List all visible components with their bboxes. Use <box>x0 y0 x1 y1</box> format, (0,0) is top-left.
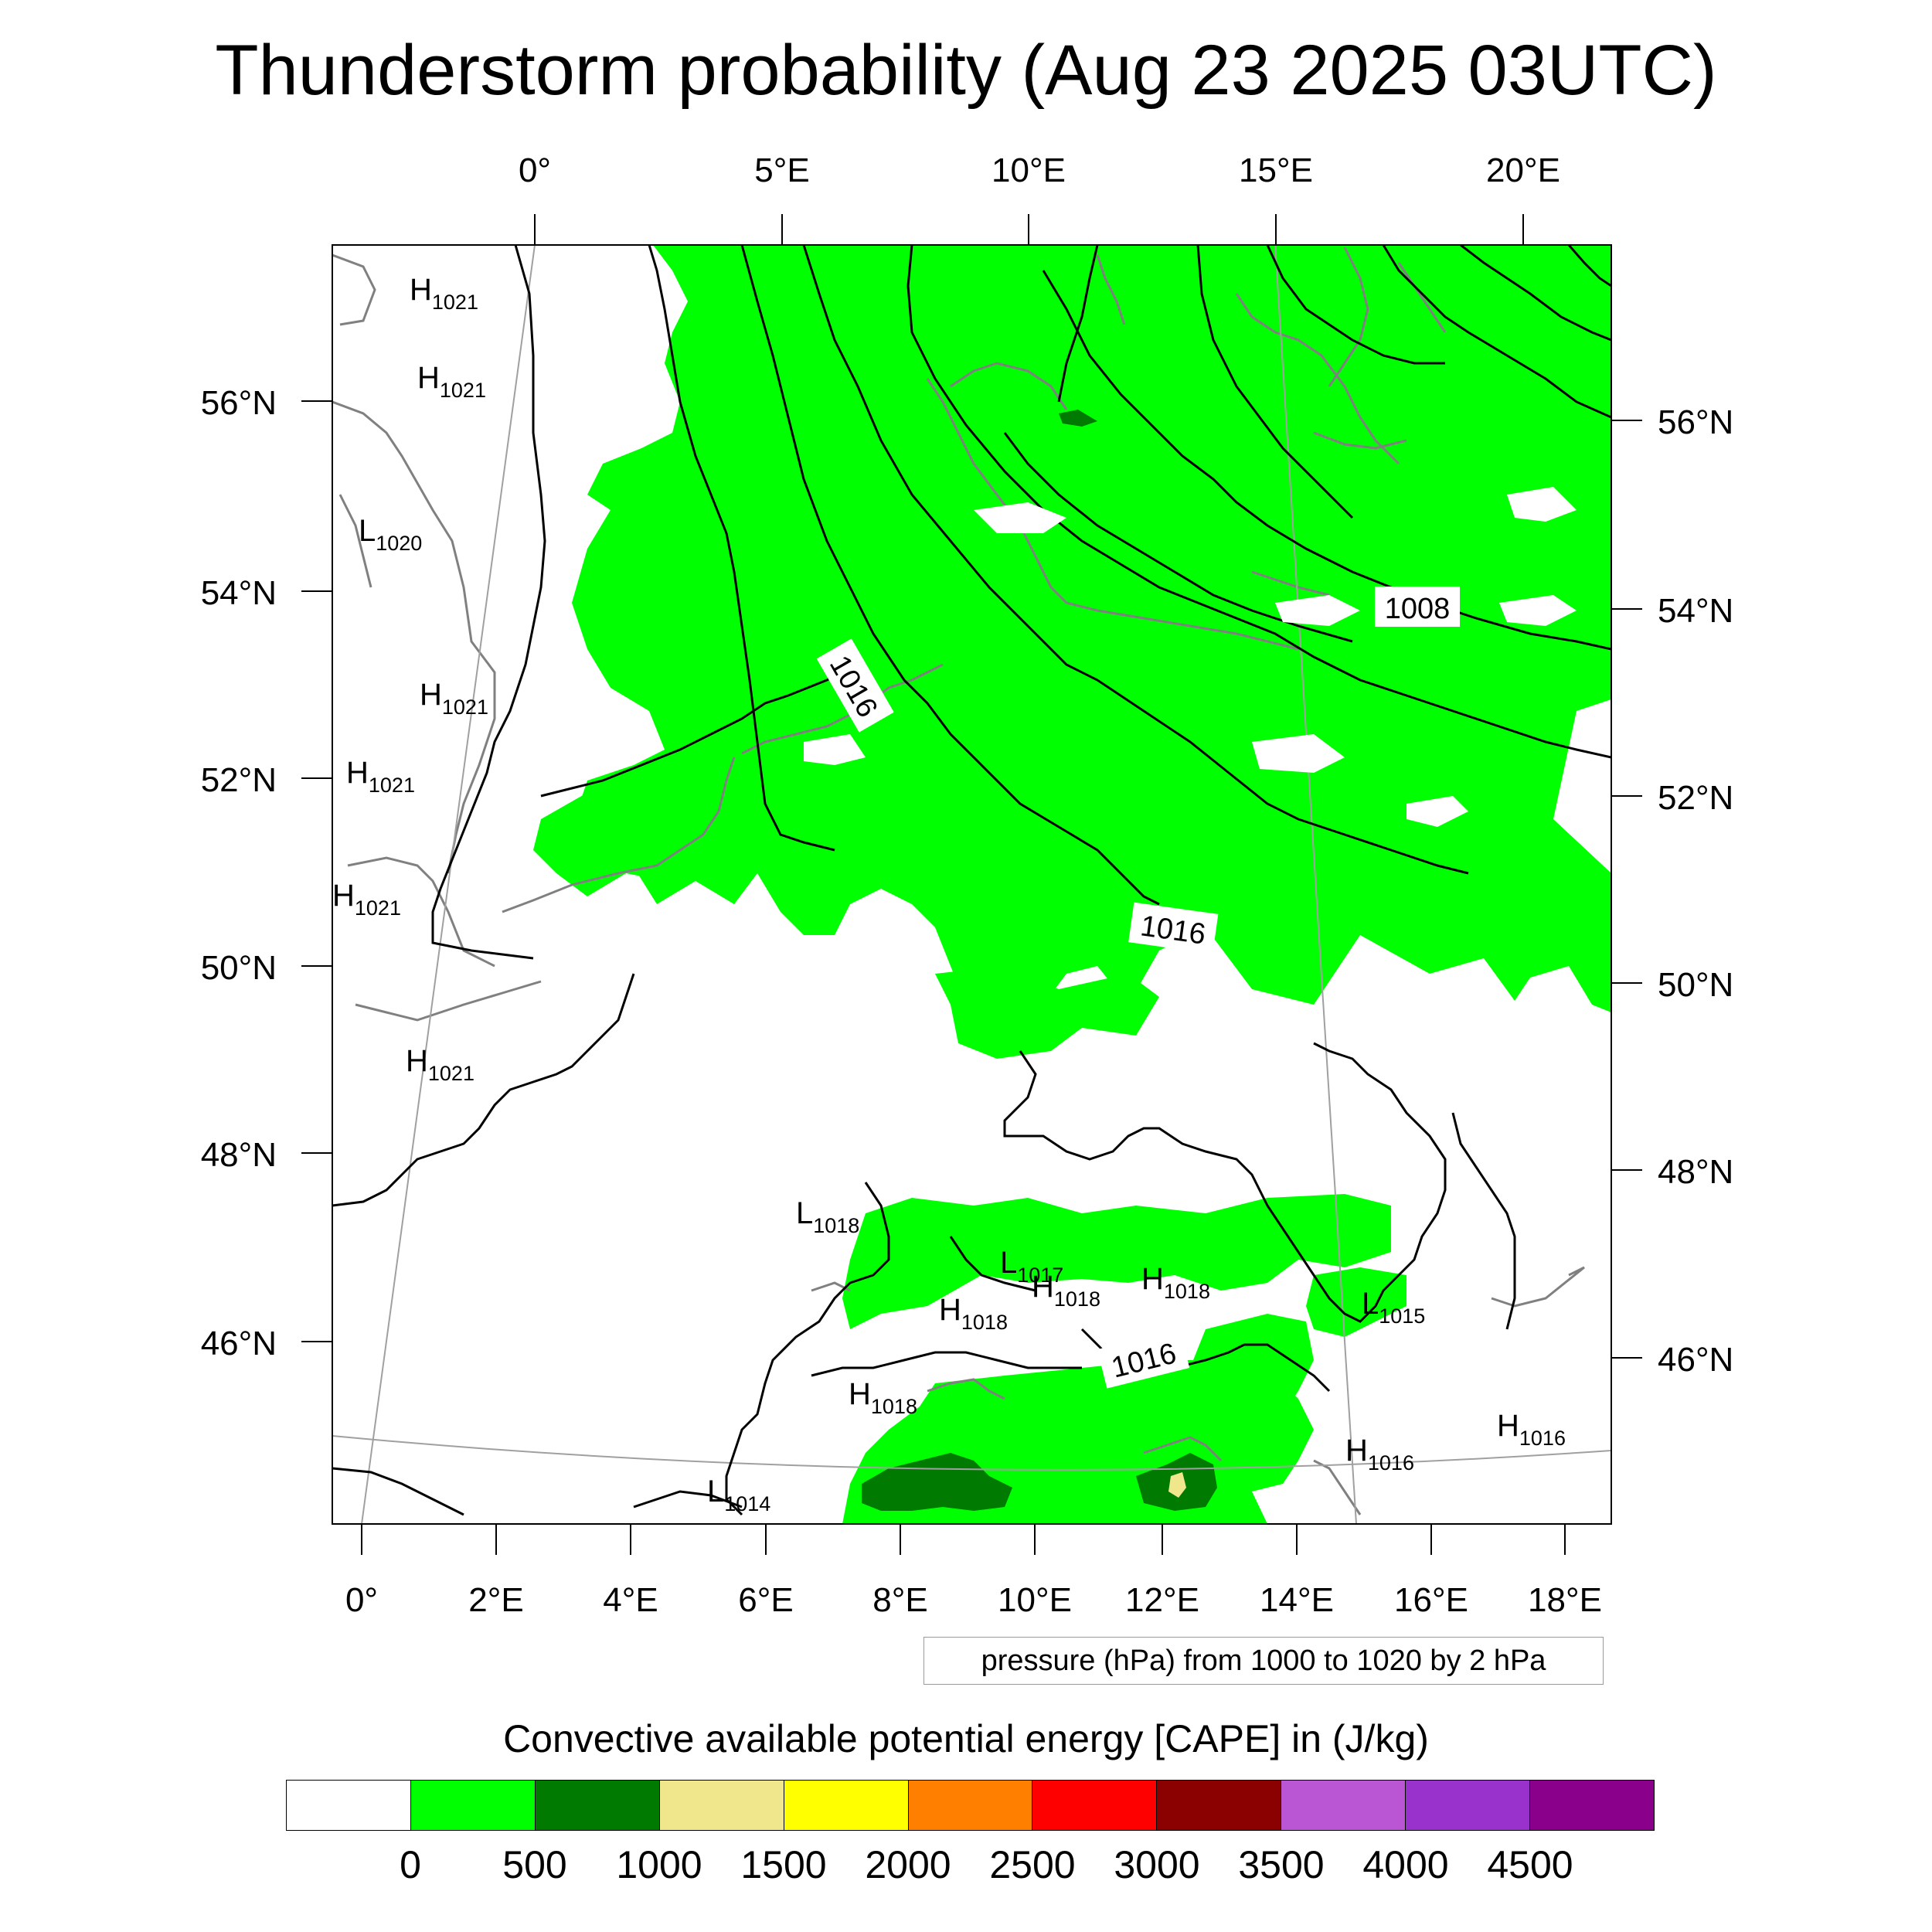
tick-marks <box>301 214 1642 1555</box>
cape-1000-1500-area <box>1168 1472 1186 1498</box>
colorbar-level-label: 3500 <box>1238 1843 1325 1886</box>
high-pressure-marker: H1021 <box>410 273 478 314</box>
top-lon-labels: 0° 5°E 10°E 15°E 20°E <box>519 151 1560 189</box>
lat-label: 46°N <box>201 1325 277 1362</box>
lat-label: 52°N <box>1658 779 1733 817</box>
lat-label: 48°N <box>201 1136 277 1174</box>
left-lat-labels: 56°N 54°N 52°N 50°N 48°N 46°N <box>201 384 277 1362</box>
high-pressure-marker: H1018 <box>849 1377 917 1418</box>
colorbar-level-label: 2000 <box>865 1843 951 1886</box>
lon-label: 12°E <box>1125 1581 1199 1619</box>
lon-label: 0° <box>519 151 551 189</box>
plot-frame <box>332 244 1612 1525</box>
right-lat-labels: 56°N 54°N 52°N 50°N 48°N 46°N <box>1658 403 1733 1379</box>
colorbar-swatch <box>410 1781 536 1830</box>
low-pressure-marker: L1015 <box>1362 1287 1425 1328</box>
lat-label: 54°N <box>201 574 277 612</box>
lon-label: 0° <box>345 1581 378 1619</box>
colorbar-level-label: 1000 <box>616 1843 702 1886</box>
lon-label: 8°E <box>872 1581 927 1619</box>
high-pressure-marker: H1018 <box>1032 1270 1100 1311</box>
colorbar-title: Convective available potential energy [C… <box>503 1717 1429 1760</box>
colorbar-level-label: 2500 <box>989 1843 1076 1886</box>
colorbar-level-label: 4000 <box>1362 1843 1449 1886</box>
lat-label: 50°N <box>201 949 277 987</box>
colorbar-swatch <box>535 1781 660 1830</box>
lon-label: 15°E <box>1239 151 1313 189</box>
lat-label: 52°N <box>201 761 277 799</box>
high-pressure-marker: H1021 <box>332 879 401 920</box>
high-pressure-marker: H1016 <box>1345 1434 1414 1475</box>
low-pressure-marker: L1014 <box>707 1475 770 1515</box>
lon-label: 18°E <box>1528 1581 1602 1619</box>
lon-label: 6°E <box>738 1581 793 1619</box>
bottom-lon-labels: 0° 2°E 4°E 6°E 8°E 10°E 12°E 14°E 16°E 1… <box>345 1581 1602 1619</box>
lon-label: 16°E <box>1394 1581 1468 1619</box>
lat-label: 48°N <box>1658 1153 1733 1191</box>
lat-label: 56°N <box>201 384 277 422</box>
lat-label: 50°N <box>1658 966 1733 1004</box>
colorbar <box>286 1780 1655 1831</box>
isobar-labels: 1016 1008 1016 1016 <box>816 587 1460 1389</box>
colorbar-swatch <box>659 1781 784 1830</box>
colorbar-swatch <box>1281 1781 1406 1830</box>
lon-label: 2°E <box>468 1581 523 1619</box>
contour-info-box: pressure (hPa) from 1000 to 1020 by 2 hP… <box>923 1637 1604 1685</box>
low-pressure-marker: L1018 <box>796 1196 859 1237</box>
lon-label: 5°E <box>754 151 809 189</box>
colorbar-swatch <box>908 1781 1033 1830</box>
high-pressure-marker: H1018 <box>1141 1262 1210 1303</box>
colorbar-swatch <box>287 1781 411 1830</box>
colorbar-swatch <box>1157 1781 1282 1830</box>
colorbar-swatch <box>1032 1781 1158 1830</box>
isobars <box>332 245 1611 1516</box>
high-pressure-marker: H1021 <box>420 678 488 719</box>
colorbar-swatch <box>784 1781 909 1830</box>
high-pressure-marker: H1021 <box>406 1044 474 1085</box>
lon-label: 4°E <box>603 1581 658 1619</box>
lon-label: 10°E <box>998 1581 1072 1619</box>
colorbar-level-label: 3000 <box>1114 1843 1200 1886</box>
lat-label: 46°N <box>1658 1341 1733 1379</box>
lat-label: 56°N <box>1658 403 1733 441</box>
lon-label: 10°E <box>992 151 1066 189</box>
lon-label: 20°E <box>1486 151 1560 189</box>
coastlines <box>332 247 1585 1515</box>
high-pressure-marker: H1016 <box>1497 1409 1566 1450</box>
low-pressure-marker: L1017 <box>1000 1246 1063 1287</box>
cape-0-500-area <box>533 245 1611 1524</box>
high-pressure-marker: H1018 <box>939 1293 1008 1334</box>
high-pressure-marker: H1021 <box>346 756 415 797</box>
colorbar-swatch <box>1530 1781 1654 1830</box>
lat-label: 54°N <box>1658 592 1733 630</box>
lon-label: 14°E <box>1260 1581 1334 1619</box>
colorbar-level-label: 500 <box>502 1843 567 1886</box>
cape-500-1000-area <box>862 410 1217 1511</box>
colorbar-level-label: 0 <box>400 1843 421 1886</box>
colorbar-level-label: 4500 <box>1487 1843 1573 1886</box>
high-pressure-marker: H1021 <box>417 361 486 402</box>
pressure-centers: H1021 H1021 L1020 H1021 H1021 H1021 H102… <box>332 273 1566 1515</box>
map-title: Thunderstorm probability (Aug 23 2025 03… <box>215 31 1717 110</box>
colorbar-level-label: 1500 <box>740 1843 827 1886</box>
isobar-label: 1008 <box>1385 593 1451 625</box>
low-pressure-marker: L1020 <box>359 514 422 555</box>
colorbar-swatch <box>1406 1781 1531 1830</box>
cape-gaps <box>804 487 1577 827</box>
